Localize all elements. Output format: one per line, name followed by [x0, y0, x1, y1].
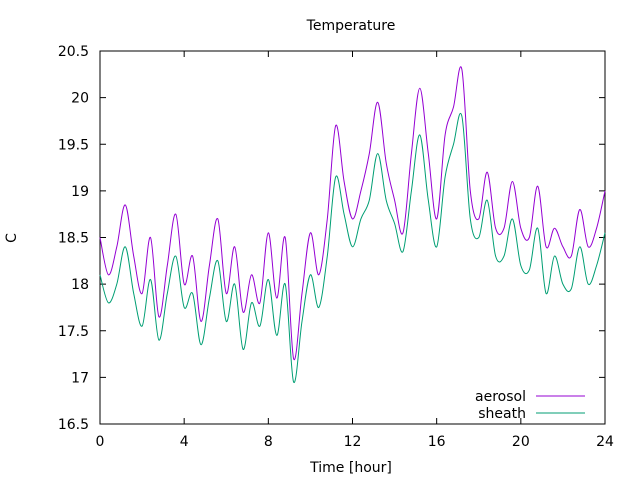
- x-tick-label: 0: [96, 434, 105, 450]
- y-tick-label: 16.5: [58, 417, 89, 433]
- series-layer: [99, 66, 606, 383]
- y-axis-label: C: [4, 233, 20, 243]
- y-tick-label: 17: [71, 370, 89, 386]
- y-tick-label: 18.5: [58, 231, 89, 247]
- x-tick-label: 12: [344, 434, 362, 450]
- series-line-sheath: [99, 112, 606, 383]
- legend-label-aerosol: aerosol: [475, 389, 526, 405]
- x-tick-label: 24: [596, 434, 614, 450]
- chart-title: Temperature: [306, 18, 396, 34]
- x-axis-label: Time [hour]: [309, 460, 392, 476]
- x-tick-label: 16: [428, 434, 446, 450]
- y-tick-label: 19.5: [58, 137, 89, 153]
- y-tick-label: 18: [71, 277, 89, 293]
- legend-label-sheath: sheath: [478, 406, 526, 422]
- y-axis: 16.5 17 17.5 18 18.5 19 19.5 20 20.5: [58, 44, 605, 433]
- x-axis: 0 4 8 12 16 20 24: [96, 51, 614, 450]
- series-line-aerosol: [99, 66, 606, 361]
- y-tick-label: 20: [71, 91, 89, 107]
- x-tick-label: 20: [512, 434, 530, 450]
- y-tick-label: 17.5: [58, 324, 89, 340]
- x-tick-label: 8: [264, 434, 273, 450]
- y-tick-label: 19: [71, 184, 89, 200]
- y-tick-label: 20.5: [58, 44, 89, 60]
- x-tick-label: 4: [180, 434, 189, 450]
